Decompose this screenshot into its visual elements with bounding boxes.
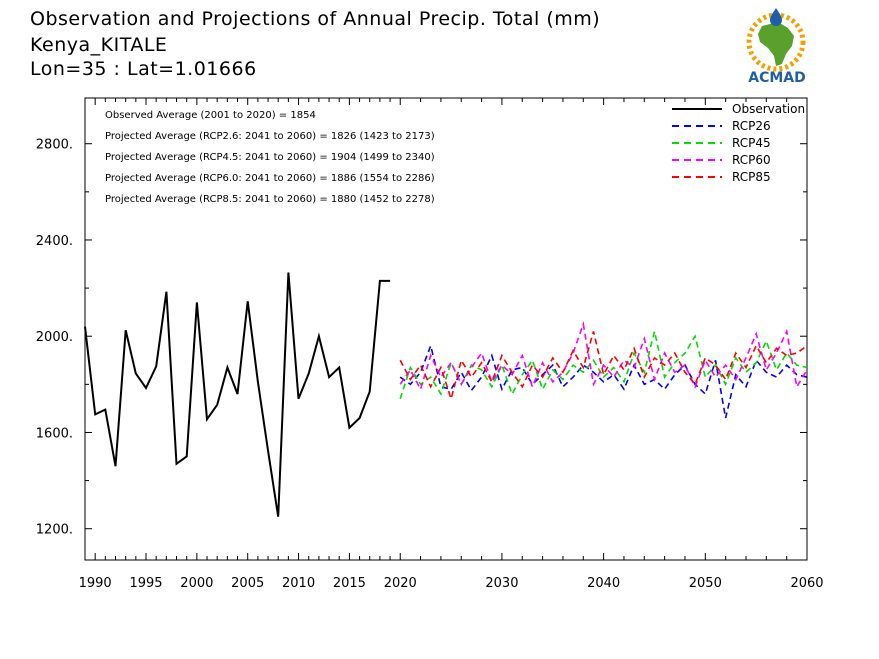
station-coordinates: Lon=35 : Lat=1.01666 bbox=[30, 58, 257, 80]
y-tick-label: 2000. bbox=[36, 330, 73, 345]
x-tick-label: 2050 bbox=[689, 576, 722, 591]
axis-ticks bbox=[85, 98, 808, 560]
x-tick-label: 2000 bbox=[180, 576, 213, 591]
legend-label-rcp45: RCP45 bbox=[732, 136, 771, 150]
x-tick-label: 1995 bbox=[129, 576, 162, 591]
annotation-block: Observed Average (2001 to 2020) = 1854 P… bbox=[105, 110, 435, 205]
series-line-rcp60 bbox=[399, 321, 808, 392]
annotation-rcp26: Projected Average (RCP2.6: 2041 to 2060)… bbox=[105, 131, 435, 142]
station-name: Kenya_KITALE bbox=[30, 34, 168, 56]
plot-frame bbox=[84, 97, 808, 561]
series-line-rcp26 bbox=[399, 343, 808, 419]
data-series bbox=[84, 272, 808, 517]
x-tick-labels: 1990 1995 2000 2005 2010 2015 2020 2030 2040 2050… bbox=[79, 576, 824, 591]
series-line-observation bbox=[84, 272, 391, 517]
annotation-rcp85: Projected Average (RCP8.5: 2041 to 2060)… bbox=[105, 194, 435, 205]
x-tick-label: 2040 bbox=[587, 576, 620, 591]
x-tick-label: 2060 bbox=[790, 576, 823, 591]
chart-title: Observation and Projections of Annual Pr… bbox=[30, 8, 601, 30]
annotation-rcp60: Projected Average (RCP6.0: 2041 to 2060)… bbox=[105, 173, 435, 184]
y-tick-labels: 1200. 1600. 2000. 2400. 2800. bbox=[36, 138, 73, 538]
acmad-logo: ACMAD bbox=[746, 8, 806, 86]
water-drop-icon bbox=[770, 8, 782, 26]
legend-label-observation: Observation bbox=[732, 102, 805, 116]
y-tick-label: 1600. bbox=[36, 426, 73, 441]
y-tick-label: 2800. bbox=[36, 138, 73, 153]
y-tick-label: 2400. bbox=[36, 234, 73, 249]
series-line-rcp85 bbox=[399, 331, 808, 402]
africa-map-icon bbox=[758, 22, 794, 66]
x-tick-label: 2010 bbox=[282, 576, 315, 591]
annotation-observed: Observed Average (2001 to 2020) = 1854 bbox=[105, 110, 316, 121]
x-tick-label: 2030 bbox=[485, 576, 518, 591]
x-tick-label: 1990 bbox=[79, 576, 112, 591]
legend-label-rcp85: RCP85 bbox=[732, 170, 771, 184]
legend: Observation RCP26 RCP45 RCP60 RCP85 bbox=[672, 102, 805, 184]
x-tick-label: 2020 bbox=[384, 576, 417, 591]
y-tick-label: 1200. bbox=[36, 523, 73, 538]
legend-label-rcp60: RCP60 bbox=[732, 153, 771, 167]
x-tick-label: 2015 bbox=[333, 576, 366, 591]
legend-label-rcp26: RCP26 bbox=[732, 119, 771, 133]
logo-text: ACMAD bbox=[748, 70, 806, 86]
x-tick-label: 2005 bbox=[231, 576, 264, 591]
annotation-rcp45: Projected Average (RCP4.5: 2041 to 2060)… bbox=[105, 152, 435, 163]
